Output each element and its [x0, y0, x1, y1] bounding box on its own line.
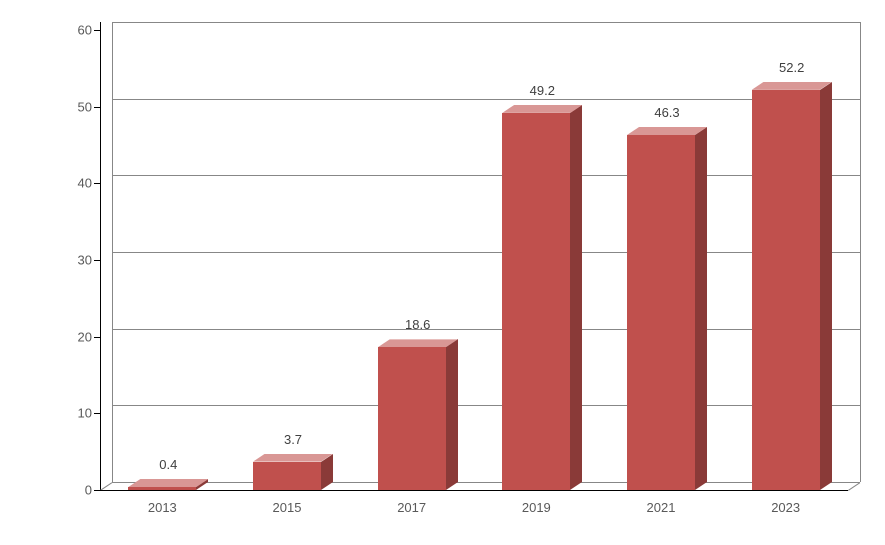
gridline [112, 22, 860, 23]
y-tick-mark [94, 107, 100, 108]
gridline [112, 329, 860, 330]
bar-side [446, 339, 458, 490]
x-tick-label: 2023 [771, 490, 800, 515]
y-tick-mark [94, 490, 100, 491]
y-tick-mark [94, 413, 100, 414]
gridline [112, 99, 860, 100]
bar-front [627, 135, 695, 490]
y-tick-mark [94, 337, 100, 338]
bar-front [502, 113, 570, 490]
bar-front [253, 462, 321, 490]
gridline [112, 405, 860, 406]
y-tick-mark [94, 260, 100, 261]
x-tick-label: 2021 [647, 490, 676, 515]
x-tick-label: 2015 [273, 490, 302, 515]
x-axis [100, 490, 848, 491]
y-axis [100, 22, 101, 490]
floor-back-edge [112, 482, 860, 483]
data-label: 0.4 [159, 457, 177, 472]
bar-front [752, 90, 820, 490]
plot-area: 01020304050600.420133.7201518.6201749.22… [100, 30, 860, 490]
bar-top [253, 454, 333, 462]
bar [253, 462, 321, 490]
gridline [112, 175, 860, 176]
x-tick-label: 2019 [522, 490, 551, 515]
back-wall-left [112, 22, 113, 482]
bar-top [752, 82, 832, 90]
data-label: 18.6 [405, 317, 430, 332]
data-label: 52.2 [779, 60, 804, 75]
data-label: 46.3 [654, 105, 679, 120]
bar-side [570, 105, 582, 490]
x-tick-label: 2013 [148, 490, 177, 515]
bar-side [695, 127, 707, 490]
floor-right-diag [848, 482, 861, 491]
bar [627, 135, 695, 490]
bar-top [502, 105, 582, 113]
x-tick-label: 2017 [397, 490, 426, 515]
bar-chart: 01020304050600.420133.7201518.6201749.22… [0, 0, 885, 545]
y-tick-mark [94, 30, 100, 31]
bar-top [128, 479, 208, 487]
back-wall-right [860, 22, 861, 482]
bar-top [378, 339, 458, 347]
bar-top [627, 127, 707, 135]
data-label: 49.2 [530, 83, 555, 98]
gridline [112, 252, 860, 253]
y-tick-mark [94, 183, 100, 184]
bar-front [378, 347, 446, 490]
bar [378, 347, 446, 490]
data-label: 3.7 [284, 432, 302, 447]
bar [502, 113, 570, 490]
bar [752, 90, 820, 490]
bar-side [820, 82, 832, 490]
